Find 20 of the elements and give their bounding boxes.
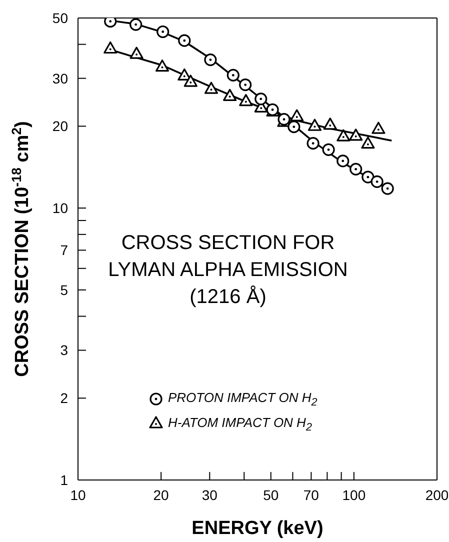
y-tick-label: 7 [60,242,68,258]
x-axis-title: ENERGY (keV) [192,518,324,539]
y-tick-label: 3 [60,342,68,358]
x-tick-label: 50 [263,486,279,503]
legend-label: PROTON IMPACT ON H$_{2}$ [168,390,318,409]
x-tick-label: 10 [70,486,86,503]
y-tick-label: 50 [52,10,68,26]
y-tick-label: 5 [60,282,68,298]
x-tick-label: 200 [425,486,449,503]
text: CROSS SECTION FOR LYMAN ALPHA EMISSION (1216 Å) [107,231,349,310]
y-tick-label: 30 [52,70,68,86]
x-tick-label: 70 [303,486,320,503]
x-tick-label: 20 [153,486,170,503]
x-tick-label: 30 [202,486,218,503]
x-tick-label: 100 [342,486,366,503]
legend-label: H-ATOM IMPACT ON H$_{2}$ [168,414,312,434]
y-tick-label: 2 [60,390,68,406]
y-tick-label: 10 [52,200,68,216]
y-tick-label: 1 [60,472,68,488]
y-tick-label: 20 [52,118,68,134]
